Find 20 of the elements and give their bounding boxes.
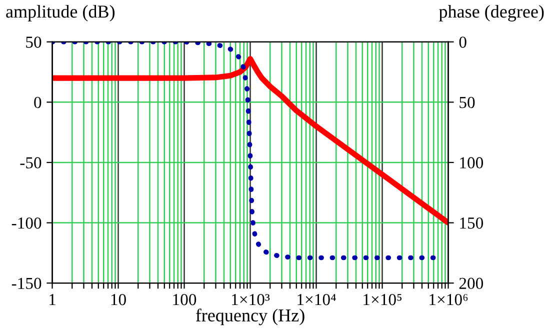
y2-tick-label: 100 xyxy=(460,157,484,168)
x-tick-label: 1 xyxy=(50,294,56,306)
y2-tick-label: 50 xyxy=(460,96,475,108)
x-axis-title: frequency (Hz) xyxy=(196,308,304,326)
x-tick-label: 1×10⁶ xyxy=(430,294,468,306)
y-tick-label: -100 xyxy=(12,217,42,229)
y-tick-label: 0 xyxy=(34,96,42,108)
x-tick-label: 1×10³ xyxy=(232,294,270,306)
y-tick-label: -50 xyxy=(20,157,42,168)
x-tick-label: 100 xyxy=(173,294,196,306)
y2-tick-label: 0 xyxy=(459,36,466,48)
y2-tick-label: 150 xyxy=(460,217,484,229)
y-axis-title: amplitude (dB) xyxy=(6,5,115,22)
y2-tick-label: 200 xyxy=(459,278,484,290)
x-tick-label: 1×10⁵ xyxy=(364,294,402,306)
x-tick-label: 10 xyxy=(111,294,126,306)
y-tick-label: 50 xyxy=(26,36,42,48)
y2-axis-title: phase (degree) xyxy=(439,5,544,22)
x-tick-label: 1×10⁴ xyxy=(298,294,336,306)
y-tick-label: -150 xyxy=(12,278,42,290)
